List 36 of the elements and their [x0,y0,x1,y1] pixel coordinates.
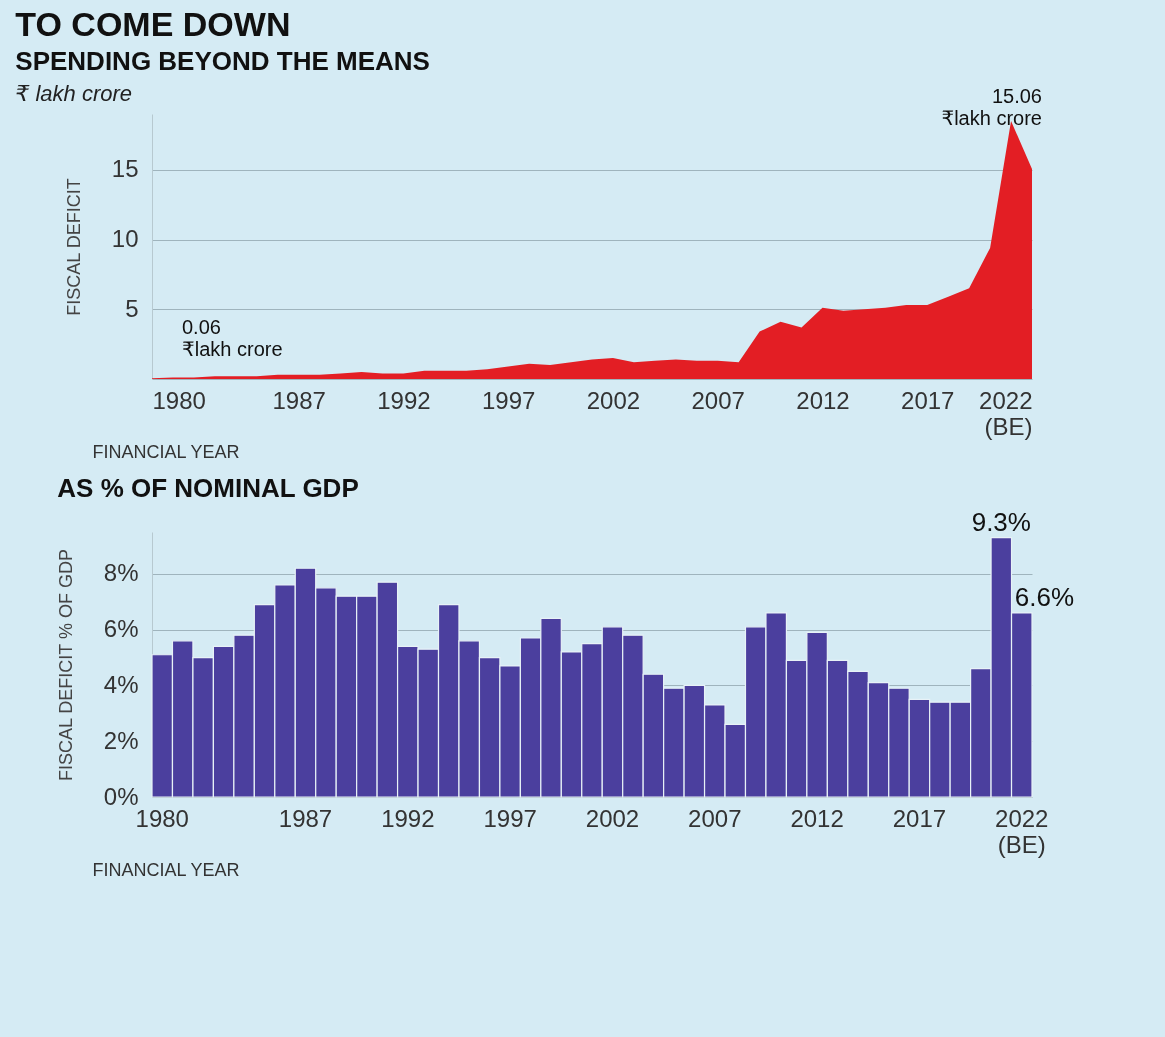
x-tick-label: 2017 [901,386,955,414]
x-tick-label: 2017 [892,804,947,832]
y-tick-label: 2% [103,726,139,754]
y-tick-label: 15 [111,155,139,183]
annotation: 15.06 ₹lakh crore [941,84,1042,129]
x-tick-label: 2007 [688,804,742,832]
y-tick-label: 4% [103,670,139,698]
y-tick-label: 6% [103,615,139,643]
chart-title: TO COME DOWN [15,5,291,43]
y-axis-title: FISCAL DEFICIT [63,178,84,316]
data-label: 6.6% [1014,581,1075,612]
x-tick-label: 2012 [790,804,844,832]
x-tick-label: 1997 [482,386,536,414]
x-axis-title: FINANCIAL YEAR [92,859,240,880]
y-axis-title: FISCAL DEFICIT % OF GDP [55,548,76,782]
data-label: 9.3% [971,506,1031,537]
x-tick-label: 2007 [691,386,745,414]
x-tick-label: 1980 [152,386,206,414]
x-tick-label: 1987 [272,386,326,414]
x-tick-label: 1992 [377,386,431,414]
x-tick-label: 2022 (BE) [995,804,1049,858]
x-tick-label: 2022 (BE) [979,386,1033,440]
annotation: 0.06 ₹lakh crore [182,316,283,361]
x-tick-label: 1997 [483,804,537,832]
x-tick-label: 1987 [278,804,333,832]
x-axis-title: FINANCIAL YEAR [92,441,240,462]
y-tick-label: 5 [125,294,139,322]
chart-subtitle: SPENDING BEYOND THE MEANS [15,46,430,76]
chart-title: AS % OF NOMINAL GDP [57,472,359,503]
y-tick-label: 10 [111,225,139,253]
x-tick-label: 2002 [586,386,641,414]
x-tick-label: 2012 [796,386,850,414]
y-tick-label: 8% [103,559,139,587]
x-tick-label: 2002 [585,804,640,832]
x-tick-label: 1992 [381,804,435,832]
text: ₹ lakh crore [15,81,132,106]
